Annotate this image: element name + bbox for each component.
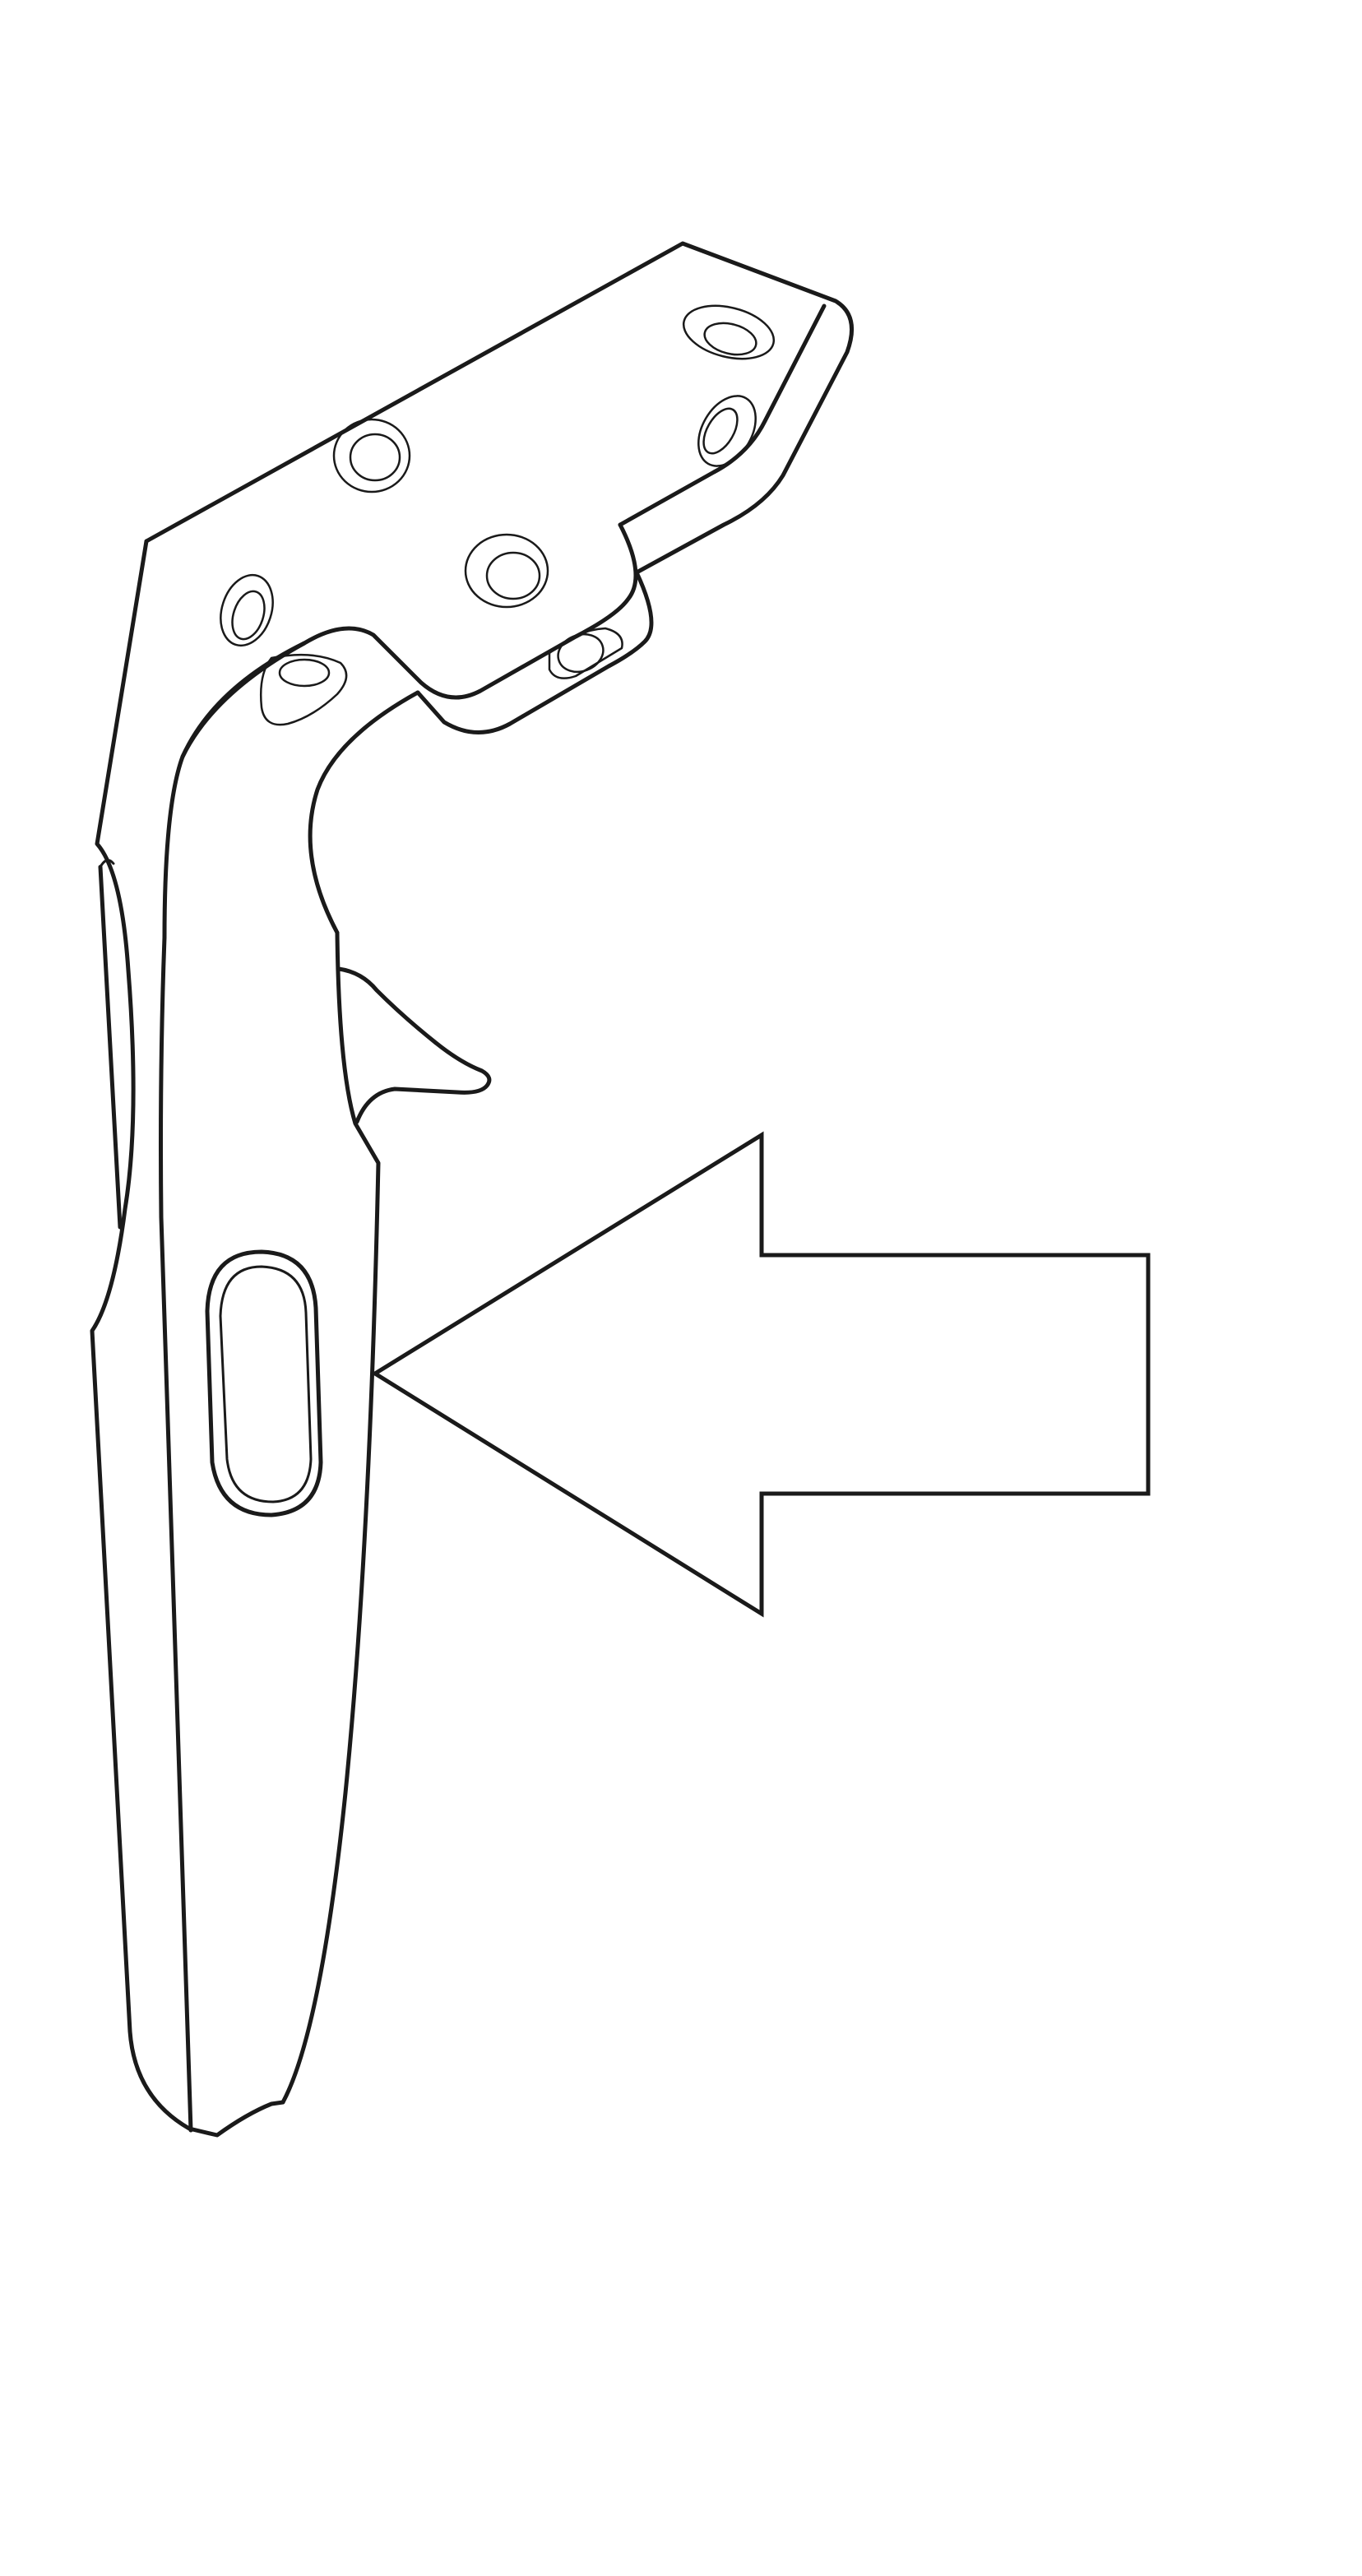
sensor-dimple bbox=[464, 533, 549, 609]
handle-back-contour bbox=[90, 539, 285, 2138]
trigger bbox=[336, 966, 492, 1124]
tracking-sensors bbox=[220, 304, 776, 726]
sensor-dimple-inner bbox=[703, 322, 757, 356]
handle-strap-tip bbox=[99, 859, 115, 869]
side-grip-button bbox=[205, 1249, 323, 1517]
sensor-dimple-inner bbox=[231, 590, 266, 641]
tracking-ring-inner-edge bbox=[618, 303, 827, 527]
tracking-ring bbox=[144, 241, 855, 935]
sensor-dimple bbox=[682, 304, 776, 360]
sensor-dimple-inner bbox=[557, 632, 605, 674]
sensor-dimple bbox=[697, 395, 757, 467]
handle-inner-contour bbox=[159, 641, 307, 2133]
tracking-ring-outer-edge bbox=[144, 241, 855, 575]
sensor-dimple-inner bbox=[702, 407, 739, 455]
handle-front-contour bbox=[280, 930, 381, 2105]
handle-strap-line bbox=[98, 864, 123, 1230]
pointer-arrow bbox=[371, 1131, 1151, 1618]
sensor-dimple-inner bbox=[485, 551, 541, 600]
sensor-dimple-inner bbox=[278, 658, 331, 688]
sensor-dimple bbox=[332, 418, 411, 493]
sensor-dimple bbox=[259, 653, 348, 726]
sensor-dimple-inner bbox=[349, 433, 401, 482]
tracking-ring-rim bbox=[415, 570, 654, 734]
grip-button-outer bbox=[205, 1249, 323, 1517]
controller-handle bbox=[90, 539, 381, 2138]
trigger-outline bbox=[336, 966, 492, 1124]
sensor-dimple bbox=[220, 573, 274, 647]
grip-button-inner bbox=[219, 1265, 313, 1503]
arrow-left-icon bbox=[371, 1131, 1151, 1618]
grip-upper-curve bbox=[308, 690, 420, 935]
